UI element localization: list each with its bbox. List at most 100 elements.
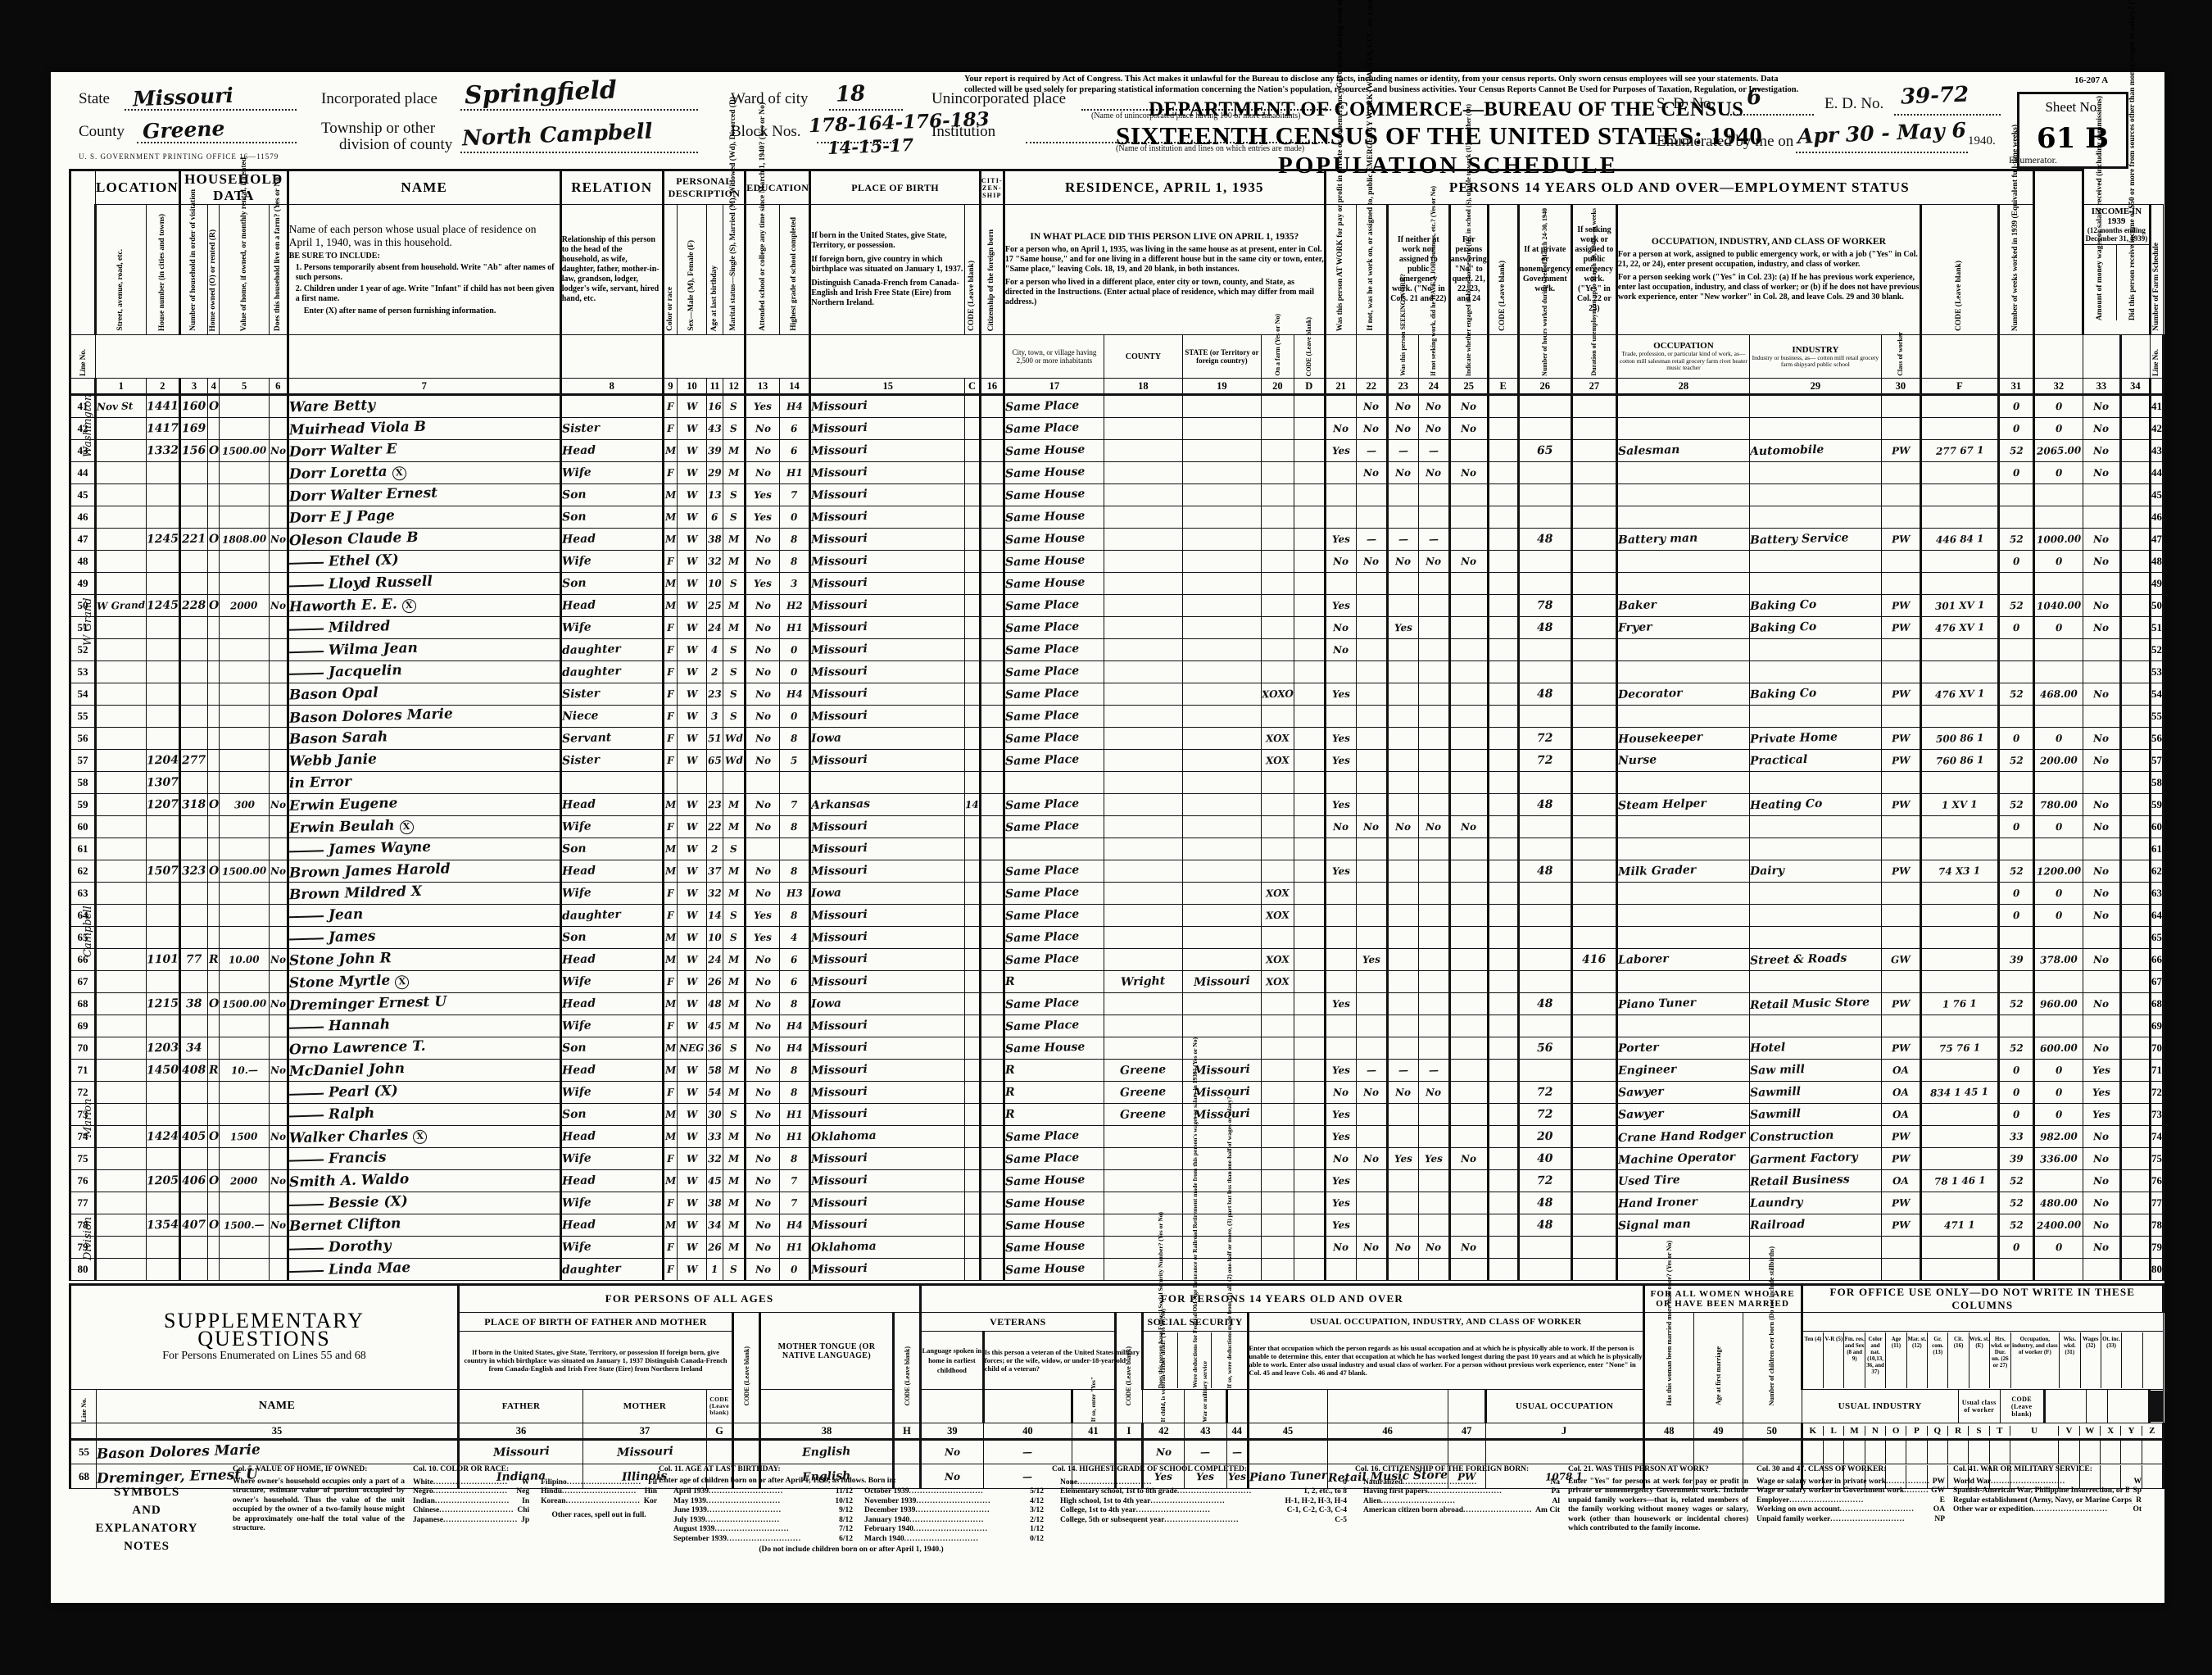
supp-table-row[interactable]: 68 Dreminger, Ernest U Indiana Illinois Engl… (69, 1464, 2165, 1489)
table-row[interactable]: 45 Dorr Walter Ernest Son M W 13 S Yes 7 Missouri… (69, 483, 2165, 506)
column-number-33: 33 (2082, 378, 2121, 396)
table-row[interactable]: 55 Bason Dolores Marie Niece F W 3 S No 0 Missour… (69, 705, 2165, 728)
cell-grade: 5 (778, 749, 811, 772)
cell-dur: 416 (1570, 948, 1617, 971)
table-row[interactable]: 74 1424 405 O 1500 No Walker Charles X Head M W 33… (69, 1125, 2165, 1148)
supp-office-colnum-Y: Y (2121, 1426, 2142, 1436)
table-row[interactable]: 43 1332 156 O 1500.00 No Dorr Walter E Head M W 39… (69, 439, 2165, 462)
table-row[interactable]: 50 W Grand 1245 228 O 2000 No Haworth E. E. X He… (69, 594, 2165, 617)
cell-oth (2082, 483, 2121, 506)
table-row[interactable]: 57 1204 277 Webb Janie Sister F W 65 Wd No 5 Missou… (69, 749, 2165, 772)
cell-grade: H4 (778, 394, 811, 418)
cell-sch: No (744, 705, 780, 728)
table-row[interactable]: 80 Linda Mae daughter F W 1 S No 0 Missouri Same H… (69, 1258, 2165, 1281)
cell-mar: M (723, 992, 746, 1015)
table-row[interactable]: 52 Wilma Jean daughter F W 4 S No 0 Missouri Same … (69, 638, 2165, 661)
supp-cell-jcode (1484, 1439, 1644, 1464)
table-row[interactable]: 65 James Son M W 10 S Yes 4 Missouri Same Place 65 (69, 926, 2165, 949)
cell-street (94, 815, 147, 838)
table-row[interactable]: 60 Erwin Beulah X Wife F W 22 M No 8 Missouri Same… (69, 815, 2165, 838)
table-row[interactable]: 70 1203 34 Orno Lawrence T. Son M NEG 36 S No H4 Mi… (69, 1037, 2165, 1060)
cell-street (94, 439, 147, 462)
cell-fs (2119, 705, 2151, 728)
table-row[interactable]: 75 Francis Wife F W 32 M No 8 Missouri Same Place N… (69, 1147, 2165, 1170)
table-row[interactable]: 71 1450 408 R 10.— No McDaniel John Head M W 58 M No… (69, 1059, 2165, 1082)
table-row[interactable]: 49 Lloyd Russell Son M W 10 S Yes 3 Missouri Same … (69, 572, 2165, 595)
table-row[interactable]: 73 Ralph Son M W 30 S No H1 Missouri R Greene Missou… (69, 1103, 2165, 1126)
table-row[interactable]: 68 1215 38 O 1500.00 No Dreminger Ernest U Head… (69, 992, 2165, 1015)
cell-occ (1615, 506, 1750, 529)
table-row[interactable]: 53 Jacquelin daughter F W 2 S No 0 Missouri Same P… (69, 660, 2165, 683)
table-row[interactable]: 47 1245 221 O 1808.00 No Oleson Claude B Head M W… (69, 528, 2165, 551)
cell-name: Jacquelin (286, 660, 561, 683)
cell-hours (1516, 838, 1572, 860)
table-row[interactable]: 69 Hannah Wife F W 45 M No H4 Missouri Same Place 6… (69, 1015, 2165, 1037)
cell-code: 78 1 46 1 (1919, 1169, 1999, 1192)
cell-mar: M (723, 1169, 746, 1192)
cell-ind (1748, 638, 1882, 661)
table-row[interactable]: 44 Dorr Loretta X Wife F W 29 M No H1 Missouri Sam… (69, 461, 2165, 484)
cell-c24: No (1417, 1081, 1450, 1104)
table-row[interactable]: 72 Pearl (X) Wife F W 54 M No 8 Missouri R Greene Mi… (69, 1081, 2165, 1104)
cell-hh (178, 1236, 209, 1259)
cell-oth (2082, 926, 2121, 949)
supp-col50: Number of children ever born (Do not inc… (1742, 1246, 1802, 1423)
row-line-number-right: 47 (2148, 528, 2165, 551)
table-row[interactable]: 59 1207 318 O 300 No Erwin Eugene Head M W 23 M No 7 A… (69, 793, 2165, 816)
table-row[interactable]: 42 1417 169 Muirhead Viola B Sister F W 43 S No 6 M… (69, 417, 2165, 440)
table-row[interactable]: 61 James Wayne Son M W 2 S Missouri 61 (69, 838, 2165, 860)
office-col-O: Age (11) (1886, 1332, 1907, 1388)
cell-race: F (661, 749, 678, 772)
cell-oth: No (2082, 749, 2121, 772)
cell-rel: Niece (559, 705, 664, 728)
table-row[interactable]: 79 Dorothy Wife F W 26 M No H1 Oklahoma Same House… (69, 1236, 2165, 1259)
cell-wks (1997, 506, 2034, 529)
supp-table-row[interactable]: 55 Bason Dolores Marie Missouri Missouri Eng… (69, 1439, 2165, 1464)
table-row[interactable]: 66 1101 77 R 10.00 No Stone John R Head M W 24 M No 6… (69, 948, 2165, 971)
cell-name: Linda Mae (286, 1258, 561, 1281)
cell-oth (2082, 1258, 2121, 1281)
cell-c22 (1355, 572, 1388, 595)
table-row[interactable]: 58 1307 in Error 58 (69, 771, 2165, 794)
cell-cz (964, 970, 981, 993)
supp-office-colnum-Z: Z (2149, 1426, 2155, 1436)
col31-header: Number of weeks worked in 1939 (Equivale… (1997, 125, 2034, 335)
note-col41: Col. 41. WAR OR MILITARY SERVICE: World W… (1953, 1465, 2142, 1514)
table-row[interactable]: 56 Bason Sarah Servant F W 51 Wd No 8 Iowa Same Pl… (69, 727, 2165, 750)
column-number-1: 1 (94, 378, 147, 396)
table-row[interactable]: 76 1205 406 O 2000 No Smith A. Waldo Head M W 45 M N… (69, 1169, 2165, 1192)
supp-cell-ss43: Yes (1183, 1464, 1227, 1489)
table-row[interactable]: 78 1354 407 O 1500.— No Bernet Clifton Head M W 34… (69, 1214, 2165, 1237)
table-row[interactable]: 62 1507 323 O 1500.00 No Brown James Harold Hea… (69, 860, 2165, 883)
supp-column-number-39: 39 (919, 1423, 984, 1441)
cell-cls: PW (1880, 1214, 1921, 1237)
supp-col-label-row: Line No. NAME FATHER MOTHER CODE (Leave … (69, 1309, 2164, 1423)
table-row[interactable]: 77 Bessie (X) Wife F W 38 M No 7 Missouri Same Hou… (69, 1192, 2165, 1214)
cell-code (1919, 638, 1999, 661)
cell-res: Same Place (1002, 1015, 1104, 1037)
table-row[interactable]: 64 Jean daughter F W 14 S Yes 8 Missouri Same Plac… (69, 904, 2165, 927)
cell-value (219, 1147, 270, 1170)
col31-sub (1997, 334, 2034, 379)
cell-farm35 (1260, 860, 1294, 883)
table-row[interactable]: 41 Nov St 1441 160 O Ware Betty F W 16 S Yes H4 Miss… (69, 394, 2165, 418)
table-row[interactable]: 46 Dorr E J Page Son M W 6 S Yes 0 Missouri Same H… (69, 506, 2165, 529)
cell-wks: 0 (1997, 417, 2034, 440)
cell-birth: Missouri (809, 1015, 966, 1037)
cell-fs (2119, 1214, 2151, 1237)
row-line-number-right: 70 (2148, 1037, 2165, 1060)
table-row[interactable]: 67 Stone Myrtle X Wife F W 26 M No 6 Missouri R Wri… (69, 970, 2165, 993)
table-row[interactable]: 51 Mildred Wife F W 24 M No H1 Missouri Same Place… (69, 616, 2165, 639)
table-row[interactable]: 63 Brown Mildred X Wife F W 32 M No H3 Iowa Same P… (69, 882, 2165, 905)
occupation-instructions: OCCUPATION, INDUSTRY, AND CLASS OF WORKE… (1615, 204, 1921, 335)
supp-column-number-row: 35 36 37 G 38 H 39 40 41 I 42 43 44 45 46 47 J 48 49 50 K L M N… (69, 1423, 2165, 1441)
cell-state (1181, 882, 1262, 905)
cell-value: 1500.00 (219, 439, 270, 462)
cell-street (94, 1147, 147, 1170)
cell-dur (1570, 970, 1617, 993)
cell-fs (2119, 1147, 2151, 1170)
cell-grade: 6 (778, 948, 811, 971)
table-row[interactable]: 54 Bason Opal Sister F W 23 S No H4 Missouri Same … (69, 683, 2165, 706)
cell-ind: Sawmill (1748, 1103, 1882, 1126)
table-row[interactable]: 48 Ethel (X) Wife F W 32 M No 8 Missouri Same Hous… (69, 550, 2165, 573)
